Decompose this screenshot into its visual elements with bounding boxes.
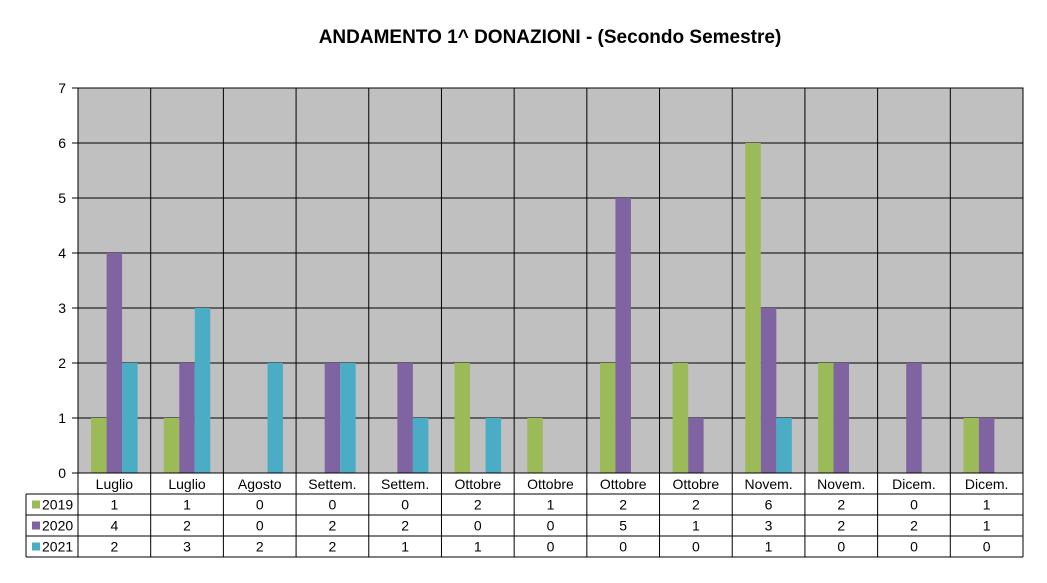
bar-2019 [599, 363, 616, 473]
gridlines [78, 87, 1023, 474]
table-value: 0 [692, 539, 700, 555]
bar-2020 [760, 308, 777, 473]
table-value: 6 [765, 497, 773, 513]
bar-2019 [672, 363, 689, 473]
category-label: Ottobre [527, 476, 574, 492]
bar-2019 [818, 363, 834, 473]
category-label: Novem. [817, 476, 865, 492]
bar-2021 [267, 363, 283, 473]
y-tick-label: 3 [58, 300, 66, 316]
y-tick-label: 6 [58, 135, 66, 151]
bar-2021 [122, 363, 138, 473]
bar-2020 [978, 418, 995, 473]
y-tick-label: 7 [58, 80, 66, 96]
y-tick-label: 0 [58, 465, 66, 481]
table-value: 0 [619, 539, 627, 555]
bar-2019 [91, 418, 107, 473]
bar-2020 [179, 363, 195, 473]
table-value: 0 [837, 539, 845, 555]
bar-2021 [776, 418, 792, 473]
y-tick-label: 5 [58, 190, 66, 206]
table-value: 0 [547, 539, 555, 555]
table-value: 2 [183, 518, 191, 534]
table-value: 2 [910, 518, 918, 534]
bar-2020 [833, 363, 850, 473]
table-value: 2 [329, 539, 337, 555]
bar-2020 [397, 363, 413, 473]
table-value: 3 [183, 539, 191, 555]
table-value: 0 [256, 497, 264, 513]
table-value: 0 [910, 497, 918, 513]
bars [91, 143, 995, 473]
table-value: 1 [401, 539, 409, 555]
table-value: 2 [256, 539, 264, 555]
table-value: 0 [547, 518, 555, 534]
category-label: Dicem. [965, 476, 1009, 492]
category-label: Ottobre [454, 476, 501, 492]
plot-area [77, 87, 1024, 474]
table-value: 0 [983, 539, 991, 555]
table-value: 5 [619, 518, 627, 534]
category-label: Settem. [308, 476, 356, 492]
table-value: 1 [474, 539, 482, 555]
legend-key-2019 [32, 500, 40, 509]
legend-label: 2020 [42, 518, 73, 534]
table-value: 2 [110, 539, 118, 555]
y-tick-label: 2 [58, 355, 66, 371]
table-value: 0 [910, 539, 918, 555]
legend-key-2021 [32, 542, 40, 551]
category-label: Settem. [381, 476, 429, 492]
table-value: 2 [837, 518, 845, 534]
table-value: 0 [474, 518, 482, 534]
y-tick-label: 1 [58, 410, 66, 426]
bar-2021 [340, 363, 356, 473]
category-label: Dicem. [892, 476, 936, 492]
table-value: 2 [837, 497, 845, 513]
table-value: 0 [329, 497, 337, 513]
bar-2021 [412, 418, 429, 473]
legend-label: 2019 [42, 497, 73, 513]
category-label: Ottobre [673, 476, 720, 492]
bar-2019 [527, 418, 543, 473]
data-table: Luglio Luglio Agosto Settem. Settem. Ottobre O… [25, 472, 1024, 558]
bar-2020 [615, 198, 631, 473]
table-value: 0 [256, 518, 264, 534]
bar-2019 [745, 143, 761, 473]
bar-2019 [963, 418, 979, 473]
table-value: 1 [110, 497, 118, 513]
bar-2019 [454, 363, 471, 473]
table-value: 2 [692, 497, 700, 513]
table-value: 0 [401, 497, 409, 513]
table-value: 1 [692, 518, 700, 534]
category-label: Agosto [238, 476, 282, 492]
table-value: 2 [474, 497, 482, 513]
table-value: 2 [329, 518, 337, 534]
y-axis: 0 1 2 3 4 5 6 7 [58, 80, 78, 481]
category-label: Novem. [744, 476, 792, 492]
table-value: 1 [183, 497, 191, 513]
bar-2020 [106, 253, 123, 473]
table-value: 1 [983, 497, 991, 513]
table-value: 2 [401, 518, 409, 534]
category-label: Ottobre [600, 476, 647, 492]
y-tick-label: 4 [58, 245, 66, 261]
bar-2021 [485, 418, 502, 473]
table-value: 4 [110, 518, 118, 534]
bar-2020 [688, 418, 704, 473]
legend-key-2020 [32, 521, 40, 530]
table-value: 1 [547, 497, 555, 513]
bar-2019 [163, 418, 180, 473]
bar-2020 [906, 363, 922, 473]
category-label: Luglio [168, 476, 206, 492]
table-value: 1 [983, 518, 991, 534]
chart-title: ANDAMENTO 1^ DONAZIONI - (Secondo Semest… [318, 27, 782, 48]
table-value: 3 [765, 518, 773, 534]
table-value: 2 [619, 497, 627, 513]
table-value: 1 [765, 539, 773, 555]
category-label: Luglio [96, 476, 134, 492]
legend-label: 2021 [42, 539, 73, 555]
bar-2021 [194, 308, 211, 473]
bar-2020 [324, 363, 341, 473]
